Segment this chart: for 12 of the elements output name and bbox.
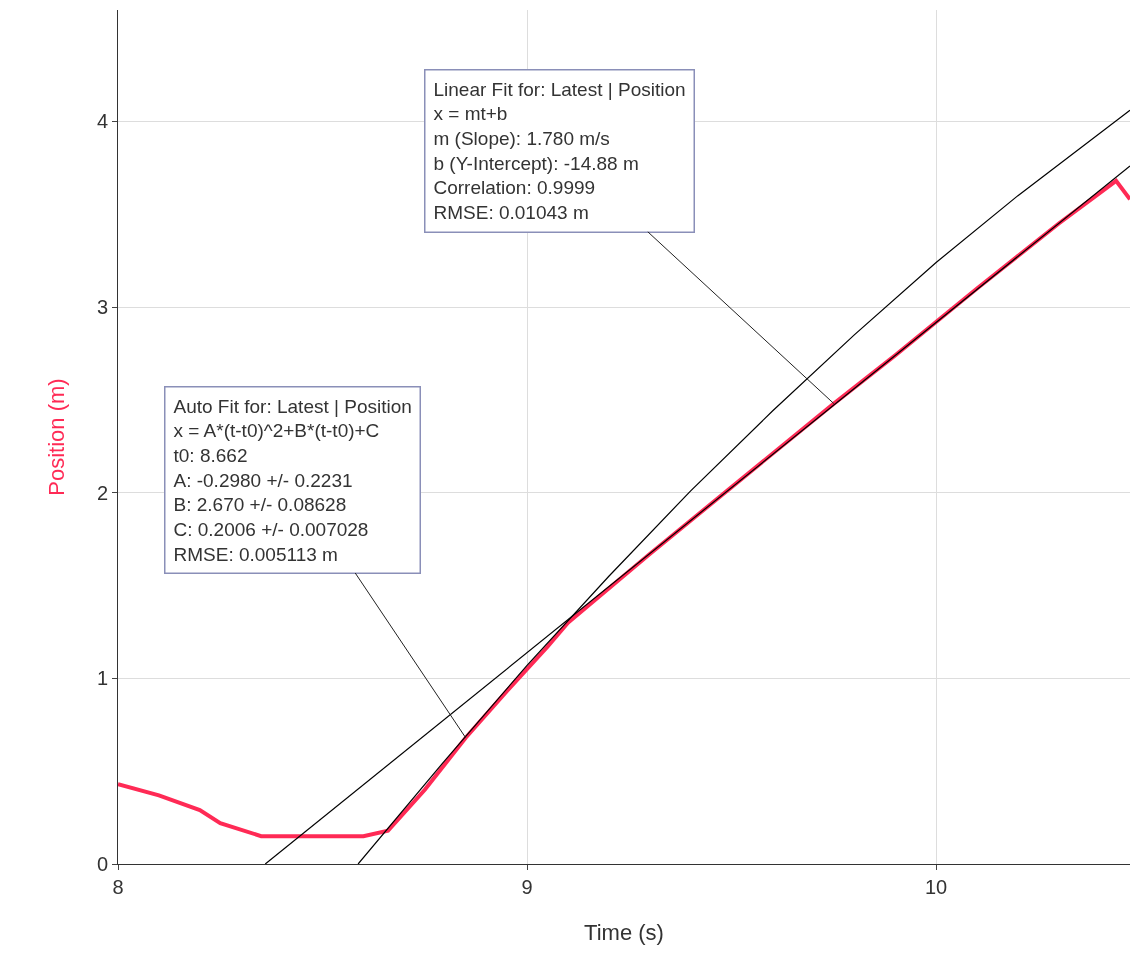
x-tick-label: 8 <box>112 876 124 898</box>
y-tick-label: 1 <box>96 667 108 690</box>
y-axis-title: Position (m) <box>44 378 69 496</box>
x-axis-title: Time (s) <box>584 920 664 945</box>
annotation: Linear Fit for: Latest | Position x = mt+b m (Slope): 1.780 m/s b (Y-Intercept): -14.88 m Correlation: 0.9999 RMSE: 0.01043 m <box>433 78 686 223</box>
y-tick-label: 4 <box>96 110 108 133</box>
y-tick-label: 3 <box>96 296 108 319</box>
x-tick-label: 10 <box>924 876 948 898</box>
y-tick-label: 0 <box>96 853 108 875</box>
x-tick-label: 9 <box>521 876 533 898</box>
y-tick-label: 2 <box>96 481 108 504</box>
annotation: Auto Fit for: Latest | Position x = A*(t-t0)^2+B*(t-t0)+C t0: 8.662 A: -0.2980 +/- 0.2231 B: 2.670 +/- 0.08628 C: 0.2006 +/- 0.007028 RMSE: 0.005113 m <box>173 395 412 565</box>
